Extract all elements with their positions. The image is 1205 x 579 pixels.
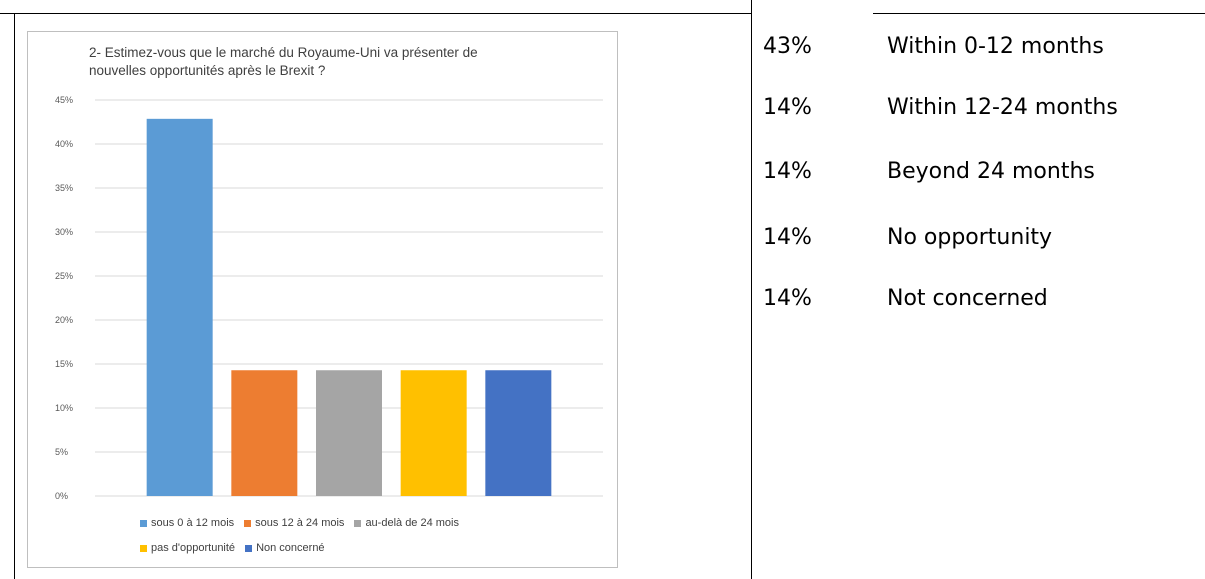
right-label-0: Within 0-12 months [887,34,1104,59]
y-tick-label: 5% [55,447,68,457]
legend-row-2: pas d'opportunité Non concerné [140,542,325,554]
right-pct-2: 14% [763,159,812,184]
legend-item-0: sous 0 à 12 mois [140,517,234,529]
legend-item-3: pas d'opportunité [140,542,235,554]
legend-label-2: au-delà de 24 mois [365,517,459,529]
bar-0 [146,118,213,496]
y-tick-label: 20% [55,315,73,325]
legend-swatch-4 [245,544,253,552]
chart-title: 2- Estimez-vous que le marché du Royaume… [89,44,589,80]
bar-3 [400,370,467,496]
y-tick-label: 45% [55,95,73,105]
table-top-border-right [873,13,1205,14]
right-pct-4: 14% [763,286,812,311]
chart-title-line-2: nouvelles opportunités après le Brexit ? [89,63,326,78]
legend-swatch-2 [354,519,362,527]
legend-swatch-0 [140,519,147,527]
table-left-border [14,13,15,579]
right-pct-0: 43% [763,34,812,59]
legend-row-1: sous 0 à 12 mois sous 12 à 24 mois au-de… [140,517,459,529]
table-column-divider [751,0,752,579]
bar-1 [231,370,298,496]
right-label-4: Not concerned [887,286,1048,311]
right-label-1: Within 12-24 months [887,95,1118,120]
y-tick-label: 40% [55,139,73,149]
legend-item-2: au-delà de 24 mois [354,517,459,529]
chart-title-line-1: 2- Estimez-vous que le marché du Royaume… [89,45,478,60]
bar-2 [316,370,382,496]
right-pct-1: 14% [763,95,812,120]
legend-label-0: sous 0 à 12 mois [151,517,235,529]
bar-4 [485,370,552,496]
y-tick-label: 10% [55,403,73,413]
y-tick-label: 35% [55,183,73,193]
legend-label-4: Non concerné [256,542,325,554]
legend-label-3: pas d'opportunité [151,542,236,554]
legend-swatch-3 [140,544,147,552]
y-tick-label: 0% [55,491,68,501]
legend-item-1: sous 12 à 24 mois [244,517,344,529]
legend-item-4: Non concerné [245,542,325,554]
y-tick-label: 25% [55,271,73,281]
legend-swatch-1 [244,519,252,527]
table-top-border-left [0,13,751,14]
right-label-3: No opportunity [887,225,1053,250]
legend-label-1: sous 12 à 24 mois [255,517,345,529]
right-label-2: Beyond 24 months [887,159,1095,184]
y-tick-label: 30% [55,227,73,237]
y-tick-label: 15% [55,359,73,369]
right-pct-3: 14% [763,225,812,250]
